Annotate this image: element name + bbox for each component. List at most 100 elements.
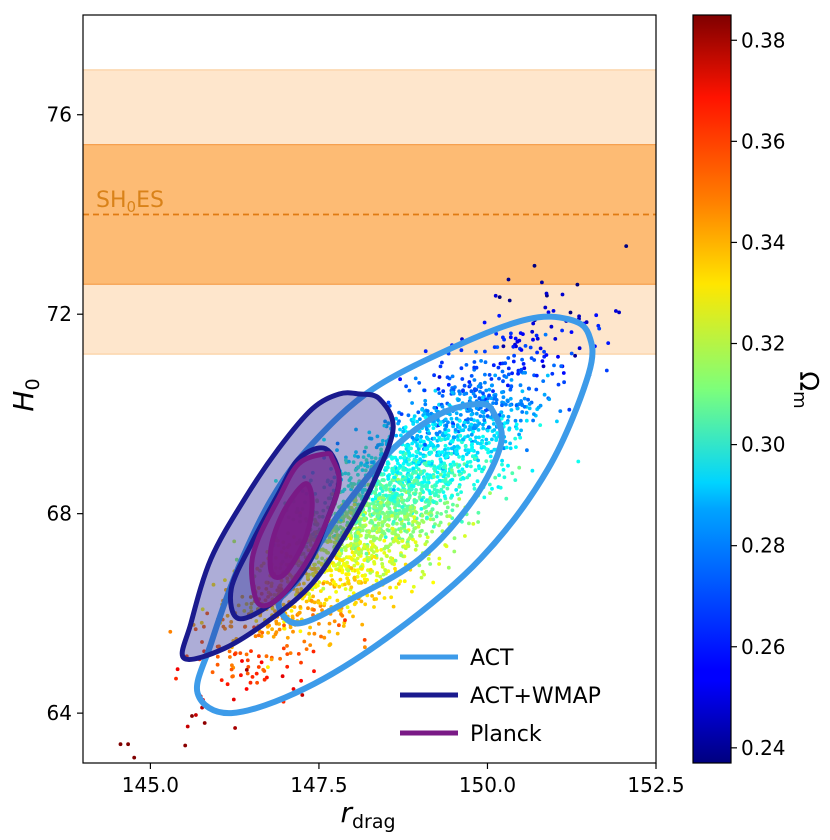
scatter-point	[398, 517, 403, 521]
scatter-point	[506, 366, 511, 371]
scatter-point	[340, 558, 345, 563]
scatter-point	[266, 665, 270, 669]
scatter-point	[368, 567, 373, 572]
scatter-point	[300, 693, 305, 697]
scatter-point	[390, 513, 394, 518]
scatter-point	[438, 422, 443, 427]
scatter-point	[431, 580, 436, 585]
scatter-point	[486, 425, 491, 430]
scatter-point	[466, 420, 470, 425]
scatter-point	[335, 631, 340, 636]
scatter-point	[494, 398, 499, 402]
scatter-point	[440, 394, 445, 398]
scatter-point	[452, 462, 457, 467]
scatter-point	[491, 422, 496, 426]
scatter-point	[411, 466, 416, 471]
scatter-point	[475, 479, 480, 484]
scatter-point	[469, 464, 473, 469]
scatter-point	[443, 427, 447, 432]
scatter-point	[387, 517, 391, 522]
scatter-point	[396, 540, 401, 545]
scatter-point	[402, 455, 407, 460]
scatter-point	[338, 525, 343, 529]
scatter-point	[452, 445, 457, 449]
scatter-point	[401, 461, 406, 466]
scatter-point	[478, 389, 482, 394]
scatter-point	[379, 503, 384, 508]
scatter-point	[403, 476, 408, 480]
scatter-point	[501, 467, 506, 472]
scatter-point	[540, 359, 545, 363]
sh0es-label-end: ES	[136, 188, 164, 213]
scatter-point	[370, 520, 374, 524]
scatter-point	[517, 432, 521, 437]
scatter-point	[467, 521, 471, 526]
scatter-point	[354, 526, 359, 530]
colorbar-tick-label: 0.32	[741, 332, 786, 356]
scatter-point	[414, 454, 419, 459]
scatter-point	[380, 523, 385, 528]
act-contour-outer	[193, 313, 596, 717]
scatter-point	[532, 263, 537, 268]
scatter-point	[280, 674, 285, 679]
scatter-point	[367, 430, 372, 435]
scatter-point	[500, 458, 504, 463]
scatter-point	[440, 450, 445, 455]
scatter-point	[428, 517, 433, 522]
scatter-point	[437, 391, 442, 395]
scatter-point	[248, 605, 253, 610]
scatter-point	[408, 505, 413, 509]
scatter-point	[428, 450, 433, 455]
scatter-point	[319, 634, 323, 639]
scatter-point	[389, 510, 393, 514]
scatter-point	[481, 414, 486, 419]
scatter-point	[480, 395, 485, 400]
scatter-point	[360, 490, 365, 495]
scatter-point	[472, 482, 476, 487]
scatter-point	[377, 591, 382, 595]
scatter-point	[414, 478, 418, 482]
scatter-point	[606, 341, 611, 345]
scatter-point	[375, 573, 379, 578]
scatter-point	[386, 465, 390, 470]
scatter-point	[405, 498, 410, 503]
scatter-point	[450, 494, 454, 498]
scatter-point	[282, 626, 286, 631]
scatter-point	[335, 441, 340, 446]
scatter-point	[423, 402, 428, 407]
scatter-point	[291, 687, 296, 691]
scatter-point	[543, 305, 548, 310]
scatter-point	[420, 518, 424, 523]
scatter-point	[445, 514, 450, 519]
scatter-point	[316, 600, 321, 605]
scatter-point	[295, 587, 299, 592]
scatter-point	[387, 493, 392, 498]
scatter-point	[385, 554, 389, 559]
scatter-point	[576, 459, 581, 464]
scatter-point	[460, 377, 465, 381]
scatter-point	[451, 502, 455, 507]
scatter-point	[455, 444, 460, 449]
scatter-point	[410, 401, 414, 405]
scatter-point	[406, 521, 411, 526]
scatter-point	[458, 433, 463, 438]
scatter-point	[356, 552, 361, 557]
scatter-point	[403, 425, 408, 430]
scatter-point	[530, 468, 535, 473]
scatter-point	[394, 503, 398, 508]
scatter-point	[438, 472, 443, 477]
scatter-point	[519, 367, 524, 372]
scatter-point	[456, 398, 461, 403]
scatter-point	[459, 348, 464, 353]
scatter-point	[449, 416, 454, 421]
scatter-point	[362, 638, 367, 642]
scatter-point	[388, 480, 393, 485]
scatter-point	[230, 674, 235, 679]
scatter-point	[349, 536, 353, 541]
scatter-point	[390, 456, 394, 461]
scatter-point	[501, 379, 505, 384]
scatter-point	[417, 495, 422, 499]
scatter-point	[396, 487, 400, 492]
scatter-point	[175, 667, 180, 672]
scatter-point	[426, 499, 431, 504]
